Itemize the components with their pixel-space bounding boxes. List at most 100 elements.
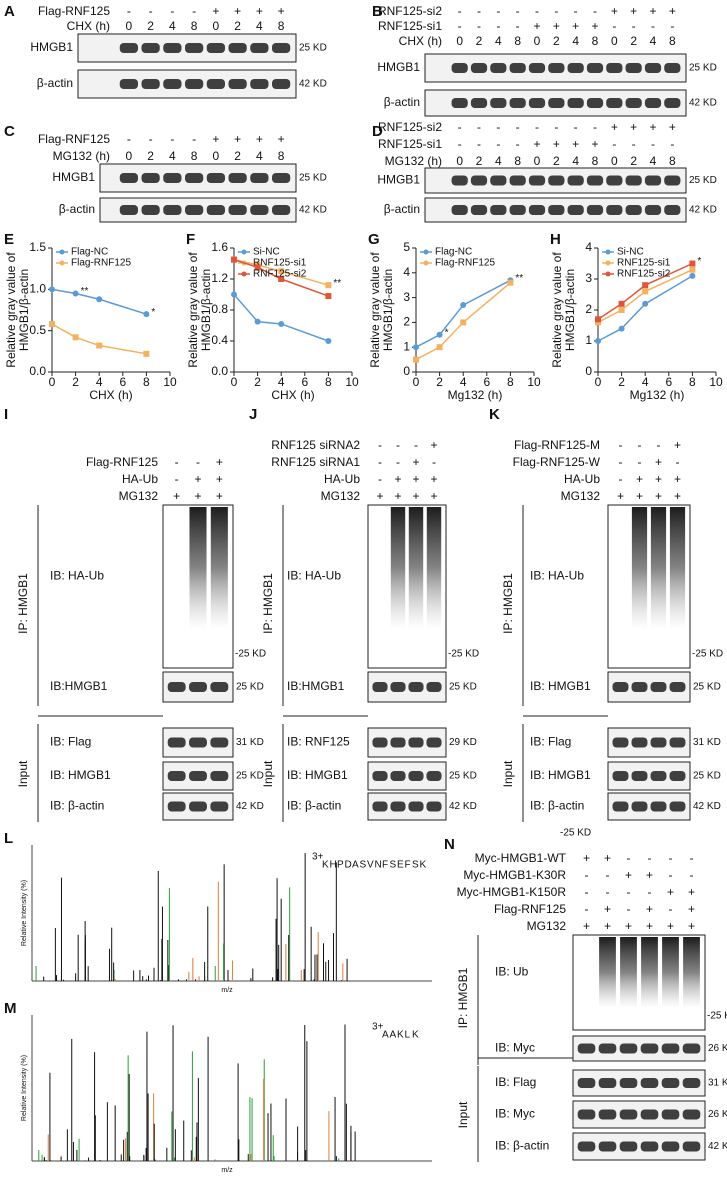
lane-cell: + <box>583 919 590 933</box>
band <box>451 98 468 108</box>
band <box>206 43 226 53</box>
band <box>167 771 186 781</box>
band <box>250 43 269 53</box>
lane-cell: - <box>554 4 558 18</box>
x-tick-label: 10 <box>709 375 723 389</box>
band <box>470 205 488 215</box>
band <box>206 173 226 183</box>
ip-label: IP: HMGB1 <box>456 967 470 1028</box>
panel-letter: B <box>372 3 383 20</box>
blot-label: IB: Myc <box>495 1107 535 1121</box>
lane-cell: - <box>192 132 196 146</box>
panel-letter: A <box>4 3 15 20</box>
band <box>451 63 468 73</box>
band <box>664 63 681 73</box>
lane-cell: 4 <box>650 154 657 168</box>
row-label: HA-Ub <box>122 472 158 486</box>
band <box>163 43 182 53</box>
band <box>625 205 642 215</box>
band <box>577 1043 596 1054</box>
series-line <box>597 269 693 324</box>
x-tick-label: 4 <box>278 375 285 389</box>
lane-cell: 2 <box>630 34 637 48</box>
x-tick-label: 8 <box>325 375 332 389</box>
x-tick-label: 0 <box>413 375 420 389</box>
band <box>390 737 406 748</box>
x-tick-label: 4 <box>460 375 467 389</box>
band <box>528 205 546 215</box>
point <box>436 331 443 338</box>
band <box>650 771 667 781</box>
y-tick-label: 0.5 <box>29 323 46 337</box>
lane-cell: - <box>648 885 652 899</box>
y-tick-label: 1 <box>403 339 410 353</box>
legend-label: RNF125-si2 <box>253 269 307 280</box>
y-tick-label: 1.2 <box>211 271 228 285</box>
series-line <box>415 282 511 361</box>
band <box>625 63 642 73</box>
band <box>372 771 388 781</box>
band <box>408 682 424 692</box>
residue: K <box>322 860 329 871</box>
smear <box>631 507 648 630</box>
lane-cell: - <box>378 438 382 452</box>
blot <box>424 53 687 83</box>
band <box>548 175 565 186</box>
lane-cell: + <box>256 132 263 146</box>
point <box>49 286 55 293</box>
blot-size: 42 KD <box>236 801 264 812</box>
band <box>640 1043 659 1054</box>
point <box>143 311 150 318</box>
lane-cell: 8 <box>592 34 599 48</box>
point <box>72 334 79 341</box>
y-tick-label: 1.6 <box>211 240 228 254</box>
residue: A <box>390 1030 397 1041</box>
lane-cell: + <box>630 120 637 134</box>
blot-size: -25 KD <box>707 1011 727 1022</box>
lane-cell: - <box>458 137 462 151</box>
lane-cell: + <box>553 137 560 151</box>
band <box>163 79 182 89</box>
lane-cell: - <box>669 851 673 865</box>
blot-size: 25 KD <box>693 771 721 782</box>
residue: D <box>345 860 352 871</box>
lane-cell: + <box>533 19 540 33</box>
panel-letter: D <box>372 123 383 140</box>
lane-cell: + <box>394 489 401 503</box>
charge: 3+ <box>372 1022 384 1033</box>
lane-cell: 4 <box>572 154 579 168</box>
band <box>612 771 629 781</box>
band <box>509 175 526 186</box>
lane-cell: 2 <box>476 34 483 48</box>
blot-size: 25 KD <box>236 771 264 782</box>
residue: K <box>397 1030 404 1041</box>
series-line <box>233 294 329 342</box>
blot-size: 25 KD <box>689 63 717 74</box>
band <box>426 682 442 692</box>
lane-cell: + <box>636 472 643 486</box>
band <box>163 173 182 183</box>
lane-cell: 4 <box>256 19 263 33</box>
lane-cell: - <box>619 438 623 452</box>
blot-label: HMGB1 <box>377 173 420 187</box>
y-tick-label: 2 <box>403 315 410 329</box>
band <box>577 1109 596 1120</box>
blot-size: -25 KD <box>692 649 723 660</box>
lane-cell: + <box>649 4 656 18</box>
point <box>413 356 419 363</box>
point <box>278 320 285 327</box>
residue: A <box>382 1030 389 1041</box>
band <box>631 801 648 812</box>
lane-cell: - <box>670 19 674 33</box>
blot-label: IB: Flag <box>495 1075 536 1089</box>
input-label: Input <box>16 760 30 787</box>
lane-cell: + <box>216 472 223 486</box>
band <box>490 205 507 215</box>
lane-cell: - <box>149 132 153 146</box>
band <box>206 205 226 215</box>
point <box>231 291 237 298</box>
panel-letter: N <box>444 836 455 853</box>
band <box>141 43 160 53</box>
row-label: RNF125 siRNA1 <box>271 455 360 469</box>
band <box>661 1109 680 1120</box>
